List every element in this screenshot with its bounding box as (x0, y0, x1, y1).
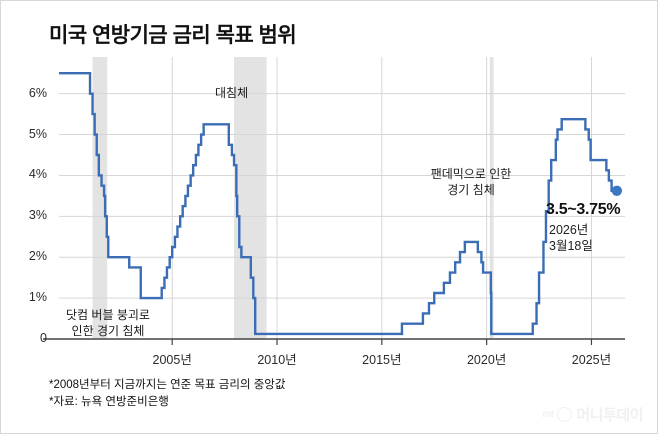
watermark-mark: mt (542, 409, 554, 420)
watermark-text: 머니투데이 (576, 407, 643, 424)
x-tick-label: 2025년 (571, 353, 612, 367)
recession-band-dotcom (92, 57, 108, 339)
annotation-dotcom-line2: 인한 경기 침체 (71, 323, 145, 338)
x-tick-label: 2005년 (152, 353, 192, 367)
series-line-fed-funds-rate (59, 72, 617, 336)
footnote-2: *자료: 뉴욕 연방준비은행 (49, 396, 169, 408)
y-tick-label: 4% (28, 167, 47, 182)
y-tick-label: 3% (28, 208, 47, 223)
recession-band-great-recession (234, 57, 267, 339)
watermark: mt 머니투데이 (542, 404, 643, 425)
callout-value: 3.5~3.75% (546, 201, 621, 218)
y-tick-label: 6% (28, 85, 47, 100)
y-tick-label: 0 (40, 331, 47, 345)
recession-band-pandemic (489, 57, 494, 339)
annotation-dotcom: 닷컴 버블 붕괴로 인한 경기 침체 (33, 308, 183, 340)
footnote-1: *2008년부터 지금까지는 연준 목표 금리의 중앙값 (49, 379, 286, 391)
x-tick-label: 2015년 (362, 353, 402, 367)
annotation-great-recession: 대침체 (215, 86, 248, 102)
x-tick-label: 2020년 (466, 353, 507, 367)
y-tick-label: 1% (28, 290, 47, 305)
y-tick-label: 2% (28, 249, 47, 264)
page-title: 미국 연방기금 금리 목표 범위 (49, 24, 297, 47)
x-tick-label: 2010년 (257, 353, 297, 367)
annotation-pandemic-line1: 팬데믹으로 인한 (430, 167, 512, 181)
callout-date-line1: 2026년 (549, 223, 589, 237)
callout-date: 2026년 3월18일 (549, 223, 593, 254)
annotation-pandemic: 팬데믹으로 인한 경기 침체 (397, 167, 545, 199)
annotation-dotcom-line1: 닷컴 버블 붕괴로 (66, 308, 150, 322)
watermark-circle-icon (557, 407, 573, 422)
annotation-pandemic-line2: 경기 침체 (447, 182, 495, 197)
endpoint-marker (611, 185, 623, 196)
callout-date-line2: 3월18일 (549, 238, 593, 253)
annotation-great-recession-line1: 대침체 (215, 86, 249, 100)
y-tick-label: 5% (28, 126, 47, 141)
